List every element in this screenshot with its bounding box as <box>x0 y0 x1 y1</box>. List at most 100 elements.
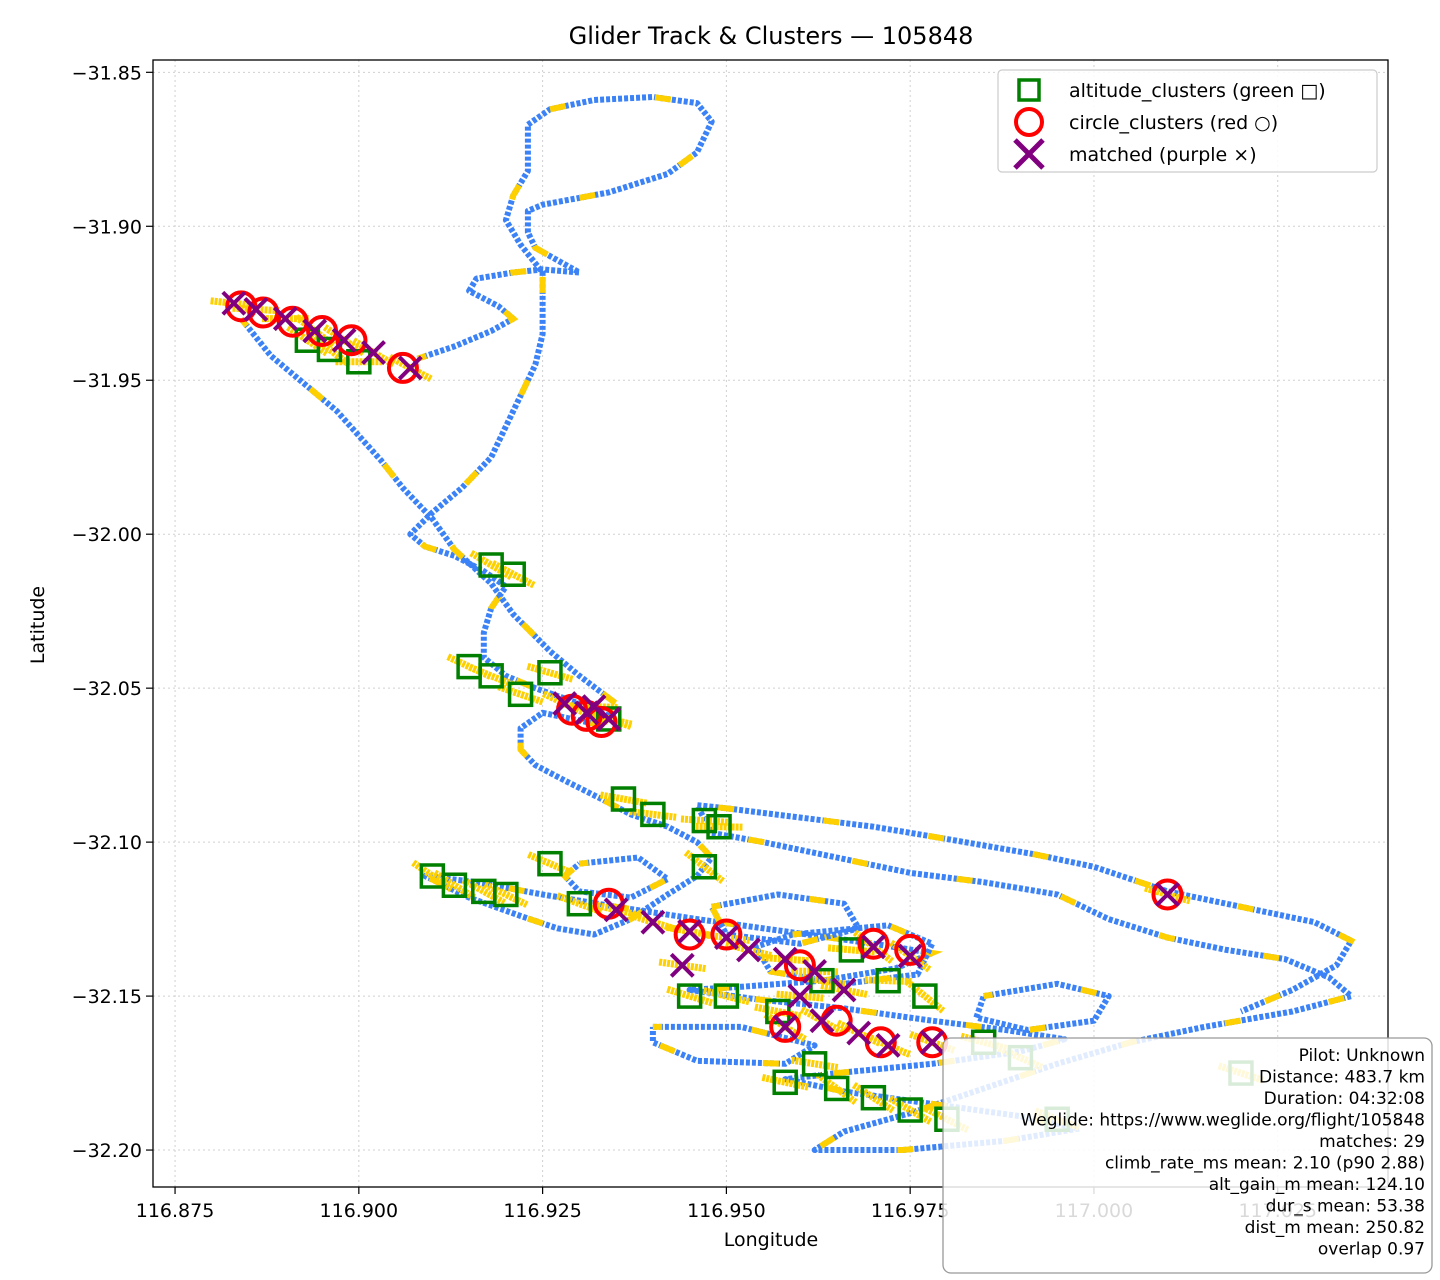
track-loop <box>649 1023 818 1067</box>
legend-box <box>997 69 1378 173</box>
x-tick-label: 116.875 <box>136 1200 215 1222</box>
info-line: overlap 0.97 <box>1318 1240 1425 1260</box>
matched-marker-stroke <box>302 318 328 344</box>
altitude-cluster-marker <box>640 801 666 828</box>
matched-marker <box>713 925 739 950</box>
track-line <box>407 94 1355 1153</box>
matched-marker-stroke <box>640 909 666 935</box>
track-loop <box>973 980 1112 1033</box>
altitude-cluster-marker <box>537 850 563 877</box>
matched-marker-stroke <box>596 706 622 732</box>
altitude-cluster-marker <box>500 561 526 587</box>
altitude-cluster-marker <box>566 890 593 917</box>
matched-marker <box>861 934 886 960</box>
matched-marker <box>831 977 857 1003</box>
chart-title: Glider Track & Clusters — 105848 <box>569 22 974 50</box>
circle-cluster-marker <box>710 918 743 951</box>
matched-marker <box>772 1014 798 1040</box>
matched-marker-stroke <box>846 1020 872 1046</box>
matched-marker-stroke <box>581 694 607 720</box>
matched-marker-stroke <box>1155 882 1180 907</box>
matched-marker-stroke <box>677 919 703 944</box>
info-line: matches: 29 <box>1319 1132 1425 1152</box>
matched-marker <box>787 983 813 1009</box>
altitude-cluster-marker <box>801 1051 828 1077</box>
matched-marker <box>302 318 328 344</box>
altitude-cluster-marker <box>860 1084 887 1111</box>
y-tick-label: −32.10 <box>72 832 142 854</box>
info-line: alt_gain_m mean: 124.10 <box>1209 1175 1425 1195</box>
matched-marker-stroke <box>875 1032 901 1058</box>
matched-marker-stroke <box>243 297 269 322</box>
y-tick-label: −31.95 <box>72 370 142 392</box>
circle-cluster-marker <box>857 927 890 960</box>
legend-circle-icon <box>1014 107 1044 137</box>
grid-lines <box>153 60 1388 1187</box>
matched-marker-stroke <box>331 327 357 353</box>
matched-marker-stroke <box>397 355 423 381</box>
info-line: Duration: 04:32:08 <box>1264 1089 1425 1109</box>
matched-marker-stroke <box>736 937 761 963</box>
altitude-cluster-marker <box>823 1075 850 1102</box>
y-axis-label: Latitude <box>27 586 49 664</box>
matched-marker <box>581 694 607 720</box>
circle-cluster-marker <box>894 933 927 966</box>
matched-marker-stroke <box>831 977 857 1003</box>
circle-cluster-marker <box>386 351 419 384</box>
matched-marker-stroke <box>272 306 298 332</box>
matched-marker <box>772 946 798 972</box>
info-line: Pilot: Unknown <box>1299 1046 1425 1066</box>
legend-label: circle_clusters (red ○) <box>1069 112 1278 134</box>
matched-marker <box>640 909 666 935</box>
y-tick-label: −31.85 <box>72 62 142 84</box>
legend-label: altitude_clusters (green □) <box>1069 80 1326 102</box>
matched-marker-stroke <box>552 691 578 716</box>
x-axis-label: Longitude <box>724 1229 819 1251</box>
altitude-cluster-marker <box>478 663 504 689</box>
matched-marker-stroke <box>772 1014 798 1040</box>
track-loop-climb <box>560 854 674 901</box>
matched-marker <box>603 897 629 923</box>
matched-marker <box>397 355 423 381</box>
circle-cluster-marker <box>769 1010 802 1043</box>
altitude-cluster-marker <box>676 983 703 1009</box>
track-line-nw <box>238 316 618 706</box>
matched-marker-stroke <box>361 340 386 365</box>
altitude-cluster-marker <box>610 786 637 812</box>
altitude-cluster-marker <box>537 660 563 686</box>
matched-marker <box>552 691 578 716</box>
matched-marker-stroke <box>221 290 247 316</box>
x-tick-label: 116.925 <box>503 1200 582 1222</box>
matched-marker <box>809 1008 835 1034</box>
matched-marker-stroke <box>772 946 798 972</box>
matched-marker <box>677 919 703 944</box>
y-tick-label: −32.20 <box>72 1140 142 1162</box>
matched-marker <box>1155 882 1180 907</box>
y-tick-label: −31.90 <box>72 216 142 238</box>
plot-marks <box>210 93 1358 1153</box>
matched-marker <box>802 959 828 984</box>
legend: altitude_clusters (green □) circle_cluste… <box>997 69 1378 173</box>
altitude-cluster-marker <box>772 1069 798 1096</box>
altitude-cluster-marker <box>441 872 468 898</box>
matched-marker <box>243 297 269 322</box>
matched-marker <box>669 952 695 978</box>
info-line: Weglide: https://www.weglide.org/flight/… <box>1020 1111 1425 1131</box>
altitude-cluster-marker <box>912 983 938 1009</box>
circle-cluster-marker <box>335 324 368 357</box>
info-line: climb_rate_ms mean: 2.10 (p90 2.88) <box>1105 1154 1425 1174</box>
track-loop-climb <box>751 922 937 987</box>
altitude-cluster-marker <box>691 854 718 880</box>
matched-marker-stroke <box>809 1008 835 1034</box>
y-tick-label: −32.15 <box>72 986 142 1008</box>
matched-marker <box>875 1032 901 1058</box>
matched-marker-stroke <box>713 925 739 950</box>
x-tick-label: 116.975 <box>871 1200 950 1222</box>
track-loop <box>709 891 862 947</box>
matched-marker <box>897 943 923 969</box>
y-axis-ticks: −31.85 −31.90 −31.95 −32.00 −32.05 −32.10 −32.… <box>72 62 153 1162</box>
circle-cluster-marker <box>1151 878 1184 911</box>
info-line: dist_m mean: 250.82 <box>1245 1218 1425 1238</box>
